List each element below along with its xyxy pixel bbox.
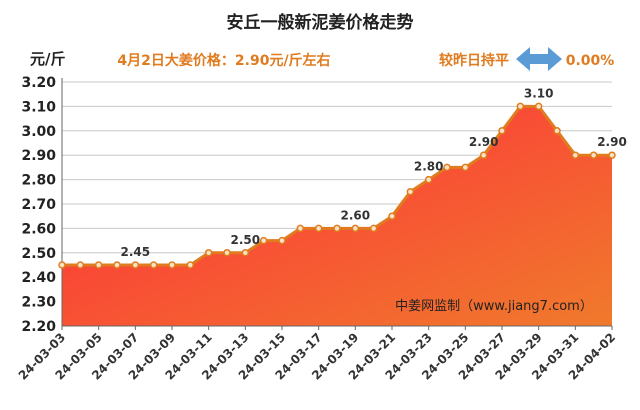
data-point: [534, 102, 543, 111]
data-point: [168, 261, 176, 269]
data-point: [589, 151, 598, 159]
data-point: [131, 261, 140, 269]
y-tick-label: 3.20: [21, 75, 56, 91]
y-tick-label: 2.90: [21, 148, 56, 164]
data-point: [498, 127, 506, 135]
data-point: [406, 188, 415, 196]
data-point: [516, 102, 525, 111]
price-area: [62, 106, 612, 327]
data-point: [113, 261, 121, 269]
y-axis-label: 元/斤: [30, 50, 65, 68]
data-label: 3.10: [524, 86, 554, 100]
data-point: [296, 224, 305, 233]
data-label: 2.50: [231, 233, 261, 247]
data-label: 2.90: [597, 135, 627, 149]
data-label: 2.80: [414, 160, 444, 174]
y-tick-label: 2.40: [21, 270, 56, 286]
data-point: [571, 151, 580, 159]
data-point: [314, 224, 323, 233]
data-point: [553, 127, 561, 135]
data-markers: [58, 102, 616, 269]
y-tick-label: 2.80: [21, 173, 56, 189]
x-tick-labels: 24-03-0324-03-0524-03-0724-03-0924-03-11…: [16, 326, 618, 383]
data-point: [479, 151, 488, 159]
data-label: 2.60: [341, 208, 371, 222]
axes: [61, 78, 612, 327]
data-point: [149, 261, 158, 269]
chart-title: 安丘一般新泥姜价格走势: [227, 12, 414, 33]
y-tick-label: 3.10: [21, 99, 56, 115]
y-tick-labels: 2.20 2.30 2.40 2.50 2.60 2.70 2.80 2.90 3.00 3.10…: [21, 75, 56, 335]
watermark: 中姜网监制（www.jiang7.com）: [395, 299, 593, 314]
data-point: [369, 224, 378, 233]
y-tick-label: 2.20: [21, 319, 56, 335]
data-point: [461, 163, 470, 172]
data-labels: 2.45 2.50 2.60 2.80 2.90 3.10 2.90: [121, 86, 627, 259]
data-point: [443, 163, 451, 172]
data-point: [351, 224, 360, 233]
data-point: [333, 224, 341, 233]
data-point: [76, 261, 85, 269]
data-point: [58, 261, 66, 269]
data-label: 2.45: [121, 245, 151, 259]
data-point: [204, 249, 213, 257]
data-point: [259, 236, 268, 245]
y-tick-label: 2.70: [21, 197, 56, 213]
data-point: [388, 212, 396, 220]
y-tick-label: 2.30: [21, 295, 56, 311]
double-arrow-icon: [516, 47, 562, 71]
area-layer: [62, 104, 612, 327]
data-point: [186, 261, 195, 269]
y-tick-label: 3.00: [21, 124, 56, 140]
data-point: [424, 175, 433, 184]
data-point: [608, 151, 616, 159]
y-tick-label: 2.50: [21, 246, 56, 262]
data-point: [94, 261, 103, 269]
data-point: [223, 249, 231, 257]
compare-value: 0.00%: [566, 53, 615, 69]
y-tick-label: 2.60: [21, 221, 56, 237]
data-label: 2.90: [469, 135, 499, 149]
data-point: [278, 236, 286, 245]
data-point: [241, 249, 250, 257]
compare-label: 较昨日持平: [439, 52, 509, 69]
chart-subtitle: 4月2日大姜价格：2.90元/斤左右: [117, 52, 330, 69]
